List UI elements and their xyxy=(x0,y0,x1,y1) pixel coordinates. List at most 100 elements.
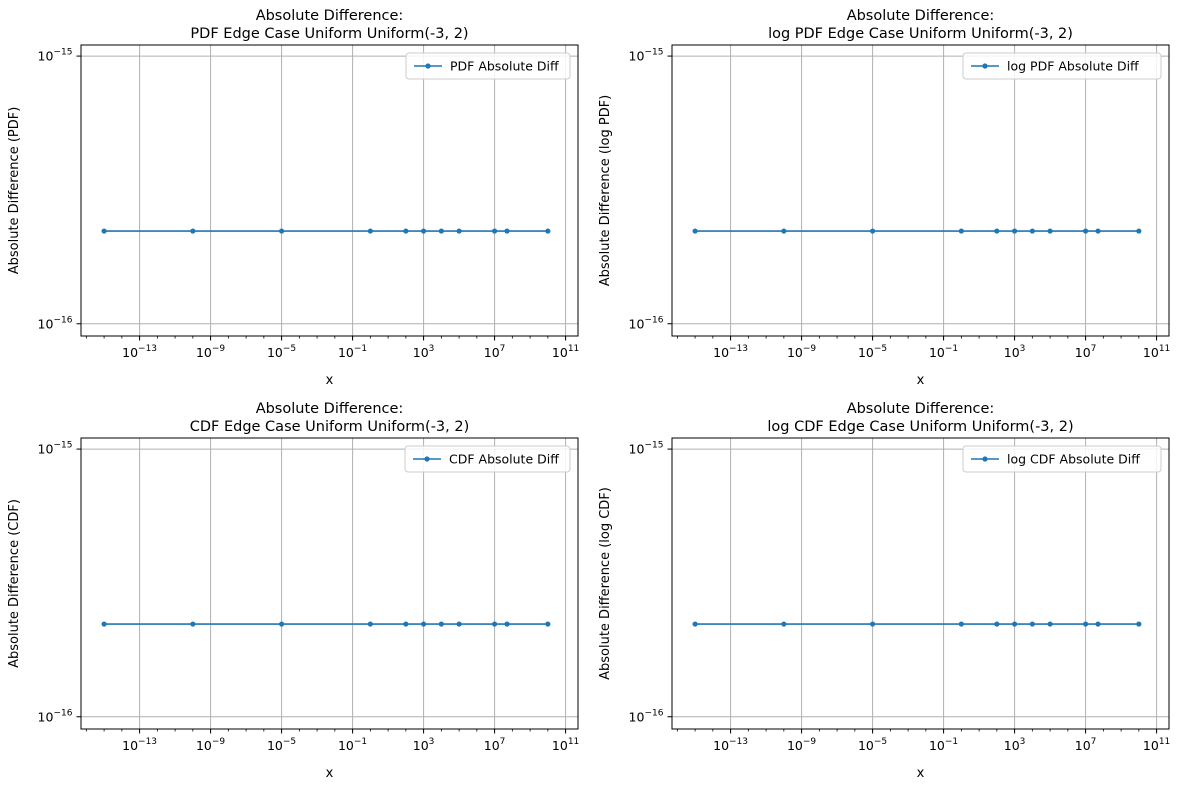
x-tick-label: 10−9 xyxy=(787,344,816,360)
data-point xyxy=(101,621,107,627)
data-point xyxy=(420,621,427,627)
x-tick-label: 10−9 xyxy=(196,737,225,753)
data-point xyxy=(1047,228,1053,234)
x-axis-label: x xyxy=(326,766,334,781)
y-axis-label: Absolute Difference (PDF) xyxy=(7,107,22,275)
data-point xyxy=(1011,228,1018,234)
legend-box xyxy=(962,445,1162,473)
x-tick-label: 107 xyxy=(1075,344,1097,360)
chart-panel-1: Absolute Difference: PDF Edge Case Unifor… xyxy=(7,8,579,388)
chart-title-line1: Absolute Difference: xyxy=(847,8,995,24)
x-tick-label: 103 xyxy=(413,737,435,753)
chart-title-line2: log PDF Edge Case Uniform Uniform(-3, 2) xyxy=(768,26,1073,42)
legend-box xyxy=(962,52,1162,80)
data-point xyxy=(1095,228,1101,234)
data-point xyxy=(1136,228,1142,234)
x-tick-label: 10−9 xyxy=(196,344,225,360)
data-point xyxy=(504,228,510,234)
data-point xyxy=(994,621,1000,627)
x-tick-label: 10−1 xyxy=(929,344,958,360)
data-point xyxy=(692,621,698,627)
legend-marker xyxy=(982,456,988,462)
data-point xyxy=(869,228,876,234)
data-point xyxy=(491,228,498,234)
chart-panel-3: Absolute Difference: CDF Edge Case Unifor… xyxy=(7,401,579,781)
x-axis-label: x xyxy=(917,373,925,388)
plot-frame xyxy=(671,44,1170,337)
y-axis-label: Absolute Difference (log PDF) xyxy=(598,95,613,287)
x-tick-label: 10−1 xyxy=(929,737,958,753)
data-point xyxy=(781,228,787,234)
x-tick-label: 10−1 xyxy=(338,737,367,753)
legend-box xyxy=(404,445,571,473)
x-tick-label: 1011 xyxy=(1143,344,1170,360)
x-tick-label: 10−9 xyxy=(787,737,816,753)
legend-label: log CDF Absolute Diff xyxy=(1007,452,1140,467)
data-point xyxy=(692,228,698,234)
y-axis-label: Absolute Difference (CDF) xyxy=(7,499,22,668)
legend-marker xyxy=(425,63,431,69)
data-point xyxy=(958,621,964,627)
data-point xyxy=(1029,621,1035,627)
chart-title-line2: log CDF Edge Case Uniform Uniform(-3, 2) xyxy=(767,419,1073,435)
legend-label: PDF Absolute Diff xyxy=(450,59,559,74)
x-axis-label: x xyxy=(326,373,334,388)
legend-box xyxy=(405,52,571,80)
data-point xyxy=(438,621,444,627)
data-point xyxy=(545,228,551,234)
data-point xyxy=(403,228,409,234)
chart-title-line2: CDF Edge Case Uniform Uniform(-3, 2) xyxy=(190,419,470,435)
y-tick-label: 10−16 xyxy=(629,708,664,724)
data-point xyxy=(1011,621,1018,627)
chart-title-line1: Absolute Difference: xyxy=(256,401,404,417)
data-point xyxy=(456,621,462,627)
data-point xyxy=(1082,621,1089,627)
x-tick-label: 10−13 xyxy=(713,344,748,360)
data-point xyxy=(869,621,876,627)
legend-marker xyxy=(424,456,430,462)
chart-title-line1: Absolute Difference: xyxy=(847,401,995,417)
y-tick-label: 10−15 xyxy=(629,48,664,64)
plot-frame xyxy=(80,437,579,730)
x-tick-label: 10−13 xyxy=(122,737,157,753)
y-tick-label: 10−15 xyxy=(38,441,73,457)
data-point xyxy=(190,621,196,627)
chart-title-line1: Absolute Difference: xyxy=(256,8,404,24)
y-tick-label: 10−16 xyxy=(38,708,73,724)
x-tick-label: 103 xyxy=(1004,737,1026,753)
data-point xyxy=(958,228,964,234)
data-point xyxy=(545,621,551,627)
plot-frame xyxy=(671,437,1170,730)
data-point xyxy=(403,621,409,627)
y-tick-label: 10−16 xyxy=(38,315,73,331)
data-point xyxy=(278,228,285,234)
data-point xyxy=(190,228,196,234)
data-point xyxy=(491,621,498,627)
x-tick-label: 1011 xyxy=(1143,737,1170,753)
y-tick-label: 10−15 xyxy=(38,48,73,64)
data-point xyxy=(278,621,285,627)
x-axis-label: x xyxy=(917,766,925,781)
x-tick-label: 10−5 xyxy=(858,344,887,360)
data-point xyxy=(1047,621,1053,627)
data-point xyxy=(420,228,427,234)
data-point xyxy=(1029,228,1035,234)
data-point xyxy=(994,228,1000,234)
data-point xyxy=(1082,228,1089,234)
data-point xyxy=(504,621,510,627)
data-point xyxy=(781,621,787,627)
data-point xyxy=(1136,621,1142,627)
x-tick-label: 10−5 xyxy=(267,344,296,360)
x-tick-label: 103 xyxy=(1004,344,1026,360)
x-tick-label: 1011 xyxy=(552,344,579,360)
x-tick-label: 1011 xyxy=(552,737,579,753)
x-tick-label: 107 xyxy=(484,344,506,360)
y-tick-label: 10−15 xyxy=(629,441,664,457)
legend-label: CDF Absolute Diff xyxy=(449,452,559,467)
plot-frame xyxy=(80,44,579,337)
x-tick-label: 107 xyxy=(484,737,506,753)
data-point xyxy=(456,228,462,234)
data-point xyxy=(367,228,373,234)
x-tick-label: 10−5 xyxy=(267,737,296,753)
